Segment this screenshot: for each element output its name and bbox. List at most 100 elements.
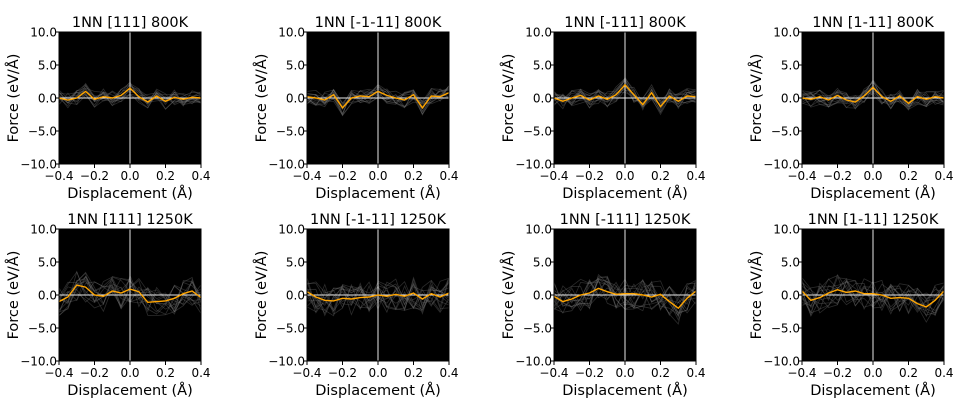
x-tick-label: 0.4 bbox=[934, 366, 953, 380]
x-axis-label: Displacement (Å) bbox=[315, 185, 441, 202]
y-tick-label: −5.0 bbox=[523, 125, 552, 139]
x-tick-label: −0.2 bbox=[328, 366, 357, 380]
mean-force-line bbox=[59, 87, 201, 103]
y-axis-label: Force (eV/Å) bbox=[253, 54, 270, 143]
y-tick-label: 0.0 bbox=[533, 92, 552, 106]
y-tick-label: −10.0 bbox=[268, 355, 305, 369]
y-tick-label: −10.0 bbox=[268, 158, 305, 172]
subplot-title: 1NN [1-11] 800K bbox=[812, 15, 934, 31]
subplot-4: −0.4 −0.2 0.0 0.2 0.4 10.0 5.0 0.0 −5.0 −10.0 1NN … bbox=[748, 15, 954, 202]
x-tick-label: 0.0 bbox=[863, 169, 882, 183]
y-axis-label: Force (eV/Å) bbox=[748, 251, 765, 340]
mean-force-line bbox=[59, 284, 201, 304]
x-axis-label: Displacement (Å) bbox=[67, 185, 193, 202]
x-tick-label: −0.4 bbox=[787, 169, 816, 183]
y-tick-label: 0.0 bbox=[38, 289, 57, 303]
x-axis-label: Displacement (Å) bbox=[67, 382, 193, 399]
x-tick-label: −0.4 bbox=[539, 366, 568, 380]
x-tick-label: −0.4 bbox=[292, 169, 321, 183]
x-tick-label: −0.2 bbox=[80, 366, 109, 380]
y-axis-label: Force (eV/Å) bbox=[748, 54, 765, 143]
y-tick-label: 5.0 bbox=[533, 256, 552, 270]
x-tick-label: 0.0 bbox=[615, 169, 634, 183]
subplot-title: 1NN [-1-11] 1250K bbox=[310, 212, 446, 228]
x-tick-label: 0.2 bbox=[404, 366, 423, 380]
y-tick-label: 10.0 bbox=[773, 223, 800, 237]
x-tick-label: −0.4 bbox=[44, 169, 73, 183]
x-tick-label: 0.0 bbox=[863, 366, 882, 380]
y-tick-label: 10.0 bbox=[30, 223, 57, 237]
y-tick-label: 5.0 bbox=[533, 59, 552, 73]
subplot-2: −0.4 −0.2 0.0 0.2 0.4 10.0 5.0 0.0 −5.0 −10.0 1NN … bbox=[253, 15, 459, 202]
x-tick-label: 0.0 bbox=[368, 366, 387, 380]
y-tick-label: 10.0 bbox=[278, 26, 305, 40]
x-tick-label: 0.4 bbox=[934, 169, 953, 183]
y-tick-label: −5.0 bbox=[28, 125, 57, 139]
y-tick-label: −10.0 bbox=[515, 355, 552, 369]
y-tick-label: 5.0 bbox=[38, 256, 57, 270]
y-tick-label: −5.0 bbox=[771, 125, 800, 139]
y-tick-label: −10.0 bbox=[20, 355, 57, 369]
subplot-title: 1NN [111] 800K bbox=[72, 15, 189, 31]
y-tick-label: −10.0 bbox=[20, 158, 57, 172]
y-tick-label: 0.0 bbox=[533, 289, 552, 303]
mean-force-line bbox=[554, 83, 696, 108]
y-tick-label: 5.0 bbox=[38, 59, 57, 73]
x-tick-label: 0.4 bbox=[686, 366, 705, 380]
x-tick-label: 0.2 bbox=[899, 366, 918, 380]
y-tick-label: −5.0 bbox=[28, 322, 57, 336]
y-tick-label: 5.0 bbox=[781, 256, 800, 270]
y-tick-label: 10.0 bbox=[278, 223, 305, 237]
y-tick-label: −10.0 bbox=[515, 158, 552, 172]
x-tick-label: 0.2 bbox=[156, 169, 175, 183]
subplot-8: −0.4 −0.2 0.0 0.2 0.4 10.0 5.0 0.0 −5.0 −10.0 1NN … bbox=[748, 212, 954, 399]
x-axis-label: Displacement (Å) bbox=[562, 185, 688, 202]
x-axis-label: Displacement (Å) bbox=[562, 382, 688, 399]
x-tick-label: 0.2 bbox=[651, 169, 670, 183]
mean-force-line bbox=[554, 287, 696, 310]
y-tick-label: 5.0 bbox=[286, 256, 305, 270]
x-tick-label: 0.2 bbox=[651, 366, 670, 380]
x-axis-label: Displacement (Å) bbox=[315, 382, 441, 399]
y-tick-label: 0.0 bbox=[781, 92, 800, 106]
x-tick-label: −0.2 bbox=[823, 169, 852, 183]
y-tick-label: 5.0 bbox=[781, 59, 800, 73]
y-axis-label: Force (eV/Å) bbox=[5, 251, 22, 340]
y-tick-label: −5.0 bbox=[276, 322, 305, 336]
y-tick-label: 0.0 bbox=[38, 92, 57, 106]
y-axis-label: Force (eV/Å) bbox=[5, 54, 22, 143]
y-tick-label: −5.0 bbox=[771, 322, 800, 336]
x-tick-label: 0.0 bbox=[120, 366, 139, 380]
mean-force-line bbox=[307, 90, 449, 110]
x-tick-label: −0.4 bbox=[292, 366, 321, 380]
subplot-7: −0.4 −0.2 0.0 0.2 0.4 10.0 5.0 0.0 −5.0 −10.0 1NN … bbox=[500, 212, 706, 399]
x-tick-label: 0.0 bbox=[615, 366, 634, 380]
x-tick-label: −0.2 bbox=[80, 169, 109, 183]
x-tick-label: −0.2 bbox=[328, 169, 357, 183]
x-tick-label: 0.4 bbox=[686, 169, 705, 183]
y-tick-label: 0.0 bbox=[286, 92, 305, 106]
x-tick-label: 0.0 bbox=[368, 169, 387, 183]
x-tick-label: 0.4 bbox=[191, 366, 210, 380]
mean-force-line bbox=[802, 288, 944, 308]
subplot-title: 1NN [1-11] 1250K bbox=[808, 212, 939, 228]
y-tick-label: −5.0 bbox=[523, 322, 552, 336]
mean-force-line bbox=[802, 86, 944, 105]
mean-force-line bbox=[307, 291, 449, 302]
y-axis-label: Force (eV/Å) bbox=[253, 251, 270, 340]
subplot-6: −0.4 −0.2 0.0 0.2 0.4 10.0 5.0 0.0 −5.0 −10.0 1NN … bbox=[253, 212, 459, 399]
subplot-1: −0.4 −0.2 0.0 0.2 0.4 10.0 5.0 0.0 −5.0 −10.0 1NN … bbox=[5, 15, 211, 202]
y-tick-label: −5.0 bbox=[276, 125, 305, 139]
subplot-5: −0.4 −0.2 0.0 0.2 0.4 10.0 5.0 0.0 −5.0 −10.0 1NN … bbox=[5, 212, 211, 399]
x-tick-label: −0.2 bbox=[575, 366, 604, 380]
y-tick-label: 10.0 bbox=[525, 223, 552, 237]
x-tick-label: −0.2 bbox=[823, 366, 852, 380]
x-tick-label: −0.4 bbox=[44, 366, 73, 380]
x-tick-label: 0.0 bbox=[120, 169, 139, 183]
y-tick-label: 10.0 bbox=[30, 26, 57, 40]
subplot-title: 1NN [-1-11] 800K bbox=[315, 15, 442, 31]
x-axis-label: Displacement (Å) bbox=[810, 185, 936, 202]
y-axis-label: Force (eV/Å) bbox=[500, 54, 517, 143]
x-tick-label: −0.4 bbox=[539, 169, 568, 183]
